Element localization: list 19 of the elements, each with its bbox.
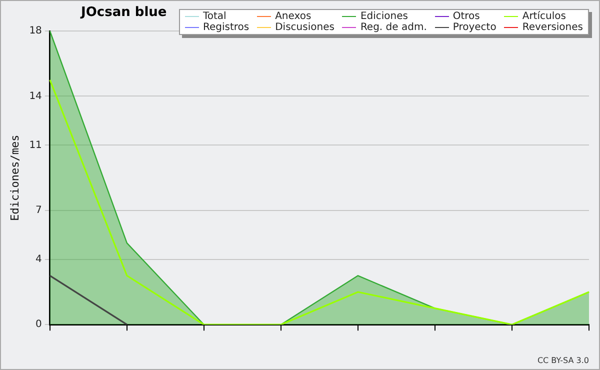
legend-label: Registros xyxy=(202,22,250,33)
legend-label: Total xyxy=(202,11,226,22)
y-tick-label: 14 xyxy=(29,90,42,102)
y-axis-title: Ediciones/mes xyxy=(8,134,22,221)
legend-label: Anexos xyxy=(275,11,312,22)
chart-title: JOcsan blue xyxy=(81,5,167,20)
legend-label: Reg. de adm. xyxy=(360,22,427,33)
y-tick-label: 11 xyxy=(29,140,42,151)
y-tick-label: 18 xyxy=(29,26,42,37)
legend-label: Discusiones xyxy=(275,22,334,33)
legend-label: Otros xyxy=(452,11,480,22)
y-tick-label: 0 xyxy=(36,319,42,330)
legend-label: Artículos xyxy=(522,11,566,22)
text: CC BY-SA 3.0 xyxy=(537,356,589,365)
legend-label: Ediciones xyxy=(360,11,408,22)
y-tick-label: 7 xyxy=(36,205,42,216)
y-tick-label: 4 xyxy=(36,254,42,265)
legend-label: Reversiones xyxy=(522,22,583,33)
legend-label: Proyecto xyxy=(452,22,496,33)
